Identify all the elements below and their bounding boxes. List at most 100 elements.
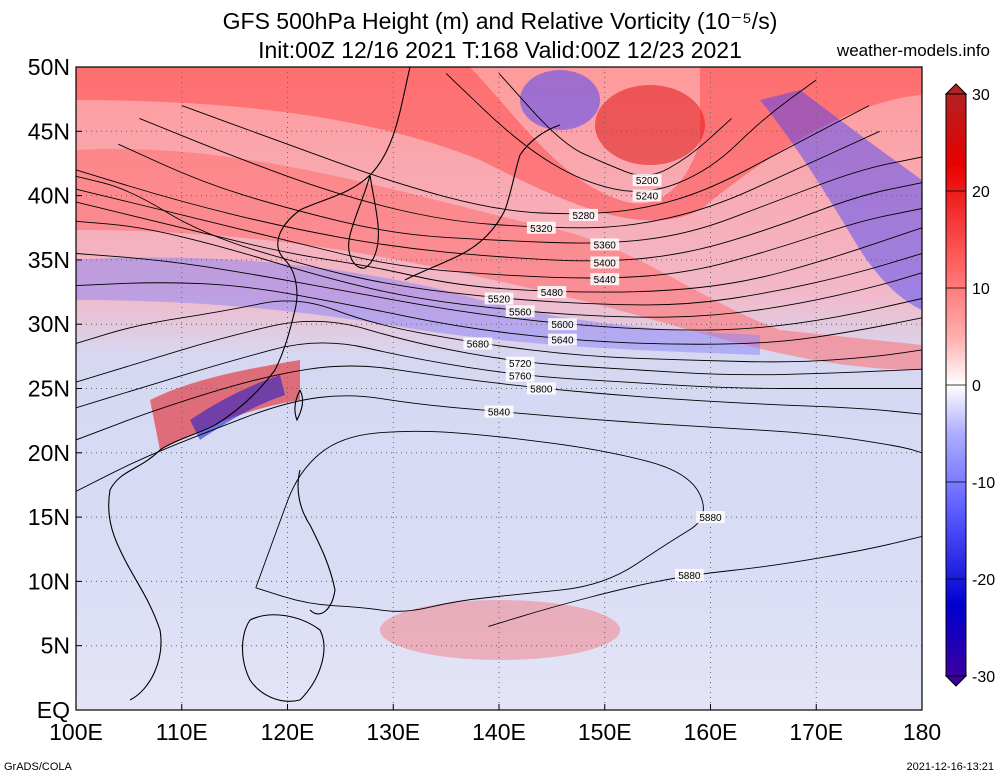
contour-label-bg xyxy=(484,405,514,418)
colorbar-labels: 30 20 10 0 -10 -20 -30 xyxy=(946,87,995,686)
vorticity-blob-red xyxy=(380,600,620,660)
contour-label-bg xyxy=(505,305,535,318)
contour-label-bg xyxy=(463,337,493,350)
height-contour-5760 xyxy=(76,342,922,409)
lon-tick-label: 140E xyxy=(472,719,526,745)
contour-label-bg xyxy=(484,292,514,305)
colorbar-label: 30 xyxy=(972,87,990,104)
contour-label-5320: 5320 xyxy=(530,224,553,235)
contour-label-bg xyxy=(632,174,662,187)
contour-label-5440: 5440 xyxy=(594,275,617,286)
lat-tick-label: 40N xyxy=(28,183,70,209)
lat-tick-label: 5N xyxy=(41,633,70,659)
lat-tick-label: 35N xyxy=(28,247,70,273)
contour-label-5560: 5560 xyxy=(509,307,532,318)
contour-label-bg xyxy=(537,286,567,299)
philippines-coastline xyxy=(297,469,336,615)
contour-label-5640: 5640 xyxy=(551,336,574,347)
colorbar-bottom-arrow xyxy=(944,675,968,687)
height-contour-5400 xyxy=(76,169,922,262)
height-contour-5560 xyxy=(76,220,922,318)
contour-label-bg xyxy=(569,208,598,221)
vorticity-band-blue xyxy=(760,90,922,310)
contour-label-5200: 5200 xyxy=(636,176,659,187)
height-contour-5280 xyxy=(181,105,870,215)
colorbar: 30 20 10 0 -10 -20 -30 xyxy=(944,83,995,687)
lat-tick-label: 30N xyxy=(28,311,70,337)
contour-label-5720: 5720 xyxy=(509,359,532,370)
vorticity-band-blue xyxy=(190,375,285,440)
contour-label-bg xyxy=(505,356,535,369)
japan-coastline xyxy=(404,124,561,281)
colorbar-label: -30 xyxy=(972,669,995,686)
contour-label-5680: 5680 xyxy=(467,339,490,350)
lat-tick-label: 15N xyxy=(28,504,70,530)
height-contour-5880 xyxy=(255,430,704,612)
height-contour-5360 xyxy=(118,143,922,244)
vorticity-band-blue xyxy=(76,257,760,355)
asia-coastline xyxy=(108,67,411,701)
height-contour-5840 xyxy=(76,395,922,492)
height-contours: 5200 5240 5280 5320 5360 5400 5440 5480 5520 5560… xyxy=(76,73,922,627)
borneo-coastline xyxy=(242,614,325,702)
lon-tick-label: 160E xyxy=(684,719,738,745)
height-contour-5320 xyxy=(139,117,880,229)
contour-label-bg xyxy=(696,511,725,524)
lon-tick-label: 110E xyxy=(156,719,208,745)
height-contour-5680 xyxy=(76,300,922,363)
colorbar-label: 10 xyxy=(972,281,990,298)
contour-label-5520: 5520 xyxy=(488,294,511,305)
contour-label-5880: 5880 xyxy=(699,513,722,524)
site-watermark: weather-models.info xyxy=(836,41,990,60)
korea-coastline xyxy=(348,174,379,269)
coastlines xyxy=(108,67,561,702)
height-contour-5800 xyxy=(76,365,922,441)
height-contour-5880 xyxy=(488,535,922,627)
contour-label-5840: 5840 xyxy=(488,408,511,419)
lon-tick-label: 180 xyxy=(903,719,941,745)
contour-label-bg xyxy=(632,189,662,202)
map-axes: 100E 110E 120E 130E 140E 150E 160E 170E 180 EQ 5N 1… xyxy=(28,54,941,745)
lon-tick-label: 150E xyxy=(578,719,632,745)
lat-tick-label: 25N xyxy=(28,376,70,402)
contour-label-5400: 5400 xyxy=(594,258,617,269)
vorticity-band-red xyxy=(76,148,922,370)
height-contour-5640 xyxy=(76,282,922,345)
colorbar-label: 20 xyxy=(972,184,990,201)
footer-credit: GrADS/COLA xyxy=(4,761,72,773)
contour-label-bg xyxy=(590,256,620,269)
contour-label-bg xyxy=(590,238,620,251)
map-title-line2: Init:00Z 12/16 2021 T:168 Valid:00Z 12/2… xyxy=(258,37,742,63)
lat-tick-label: 10N xyxy=(28,568,70,594)
vorticity-blob-blue xyxy=(520,70,600,130)
lat-tick-label: EQ xyxy=(37,697,70,723)
contour-label-bg xyxy=(505,369,535,382)
contour-label-bg xyxy=(674,568,704,581)
colorbar-label: 0 xyxy=(972,378,981,395)
contour-label-5880: 5880 xyxy=(678,571,701,582)
contour-label-5800: 5800 xyxy=(530,385,553,396)
grid-lines xyxy=(76,67,922,710)
lat-tick-label: 50N xyxy=(28,54,70,80)
contour-label-5600: 5600 xyxy=(551,320,574,331)
height-contour-5520 xyxy=(76,175,922,306)
contour-label-5760: 5760 xyxy=(509,372,532,383)
contour-label-bg xyxy=(526,382,556,395)
contour-label-5240: 5240 xyxy=(636,192,659,203)
colorbar-label: -10 xyxy=(972,475,995,492)
lon-tick-label: 100E xyxy=(49,719,103,745)
map-title-line1: GFS 500hPa Height (m) and Relative Vorti… xyxy=(222,8,778,34)
contour-label-5280: 5280 xyxy=(572,211,595,222)
colorbar-label: -20 xyxy=(972,572,995,589)
height-contour-5600 xyxy=(76,253,922,331)
taiwan-coastline xyxy=(294,389,304,422)
vorticity-blob-red xyxy=(595,85,705,165)
height-contour-5240 xyxy=(445,73,817,192)
height-contour-5480 xyxy=(76,201,922,293)
lon-tick-label: 120E xyxy=(261,719,315,745)
height-contour-5440 xyxy=(76,188,922,279)
lon-tick-label: 130E xyxy=(366,719,420,745)
contour-label-5480: 5480 xyxy=(541,288,564,299)
colorbar-top-arrow xyxy=(944,83,968,95)
